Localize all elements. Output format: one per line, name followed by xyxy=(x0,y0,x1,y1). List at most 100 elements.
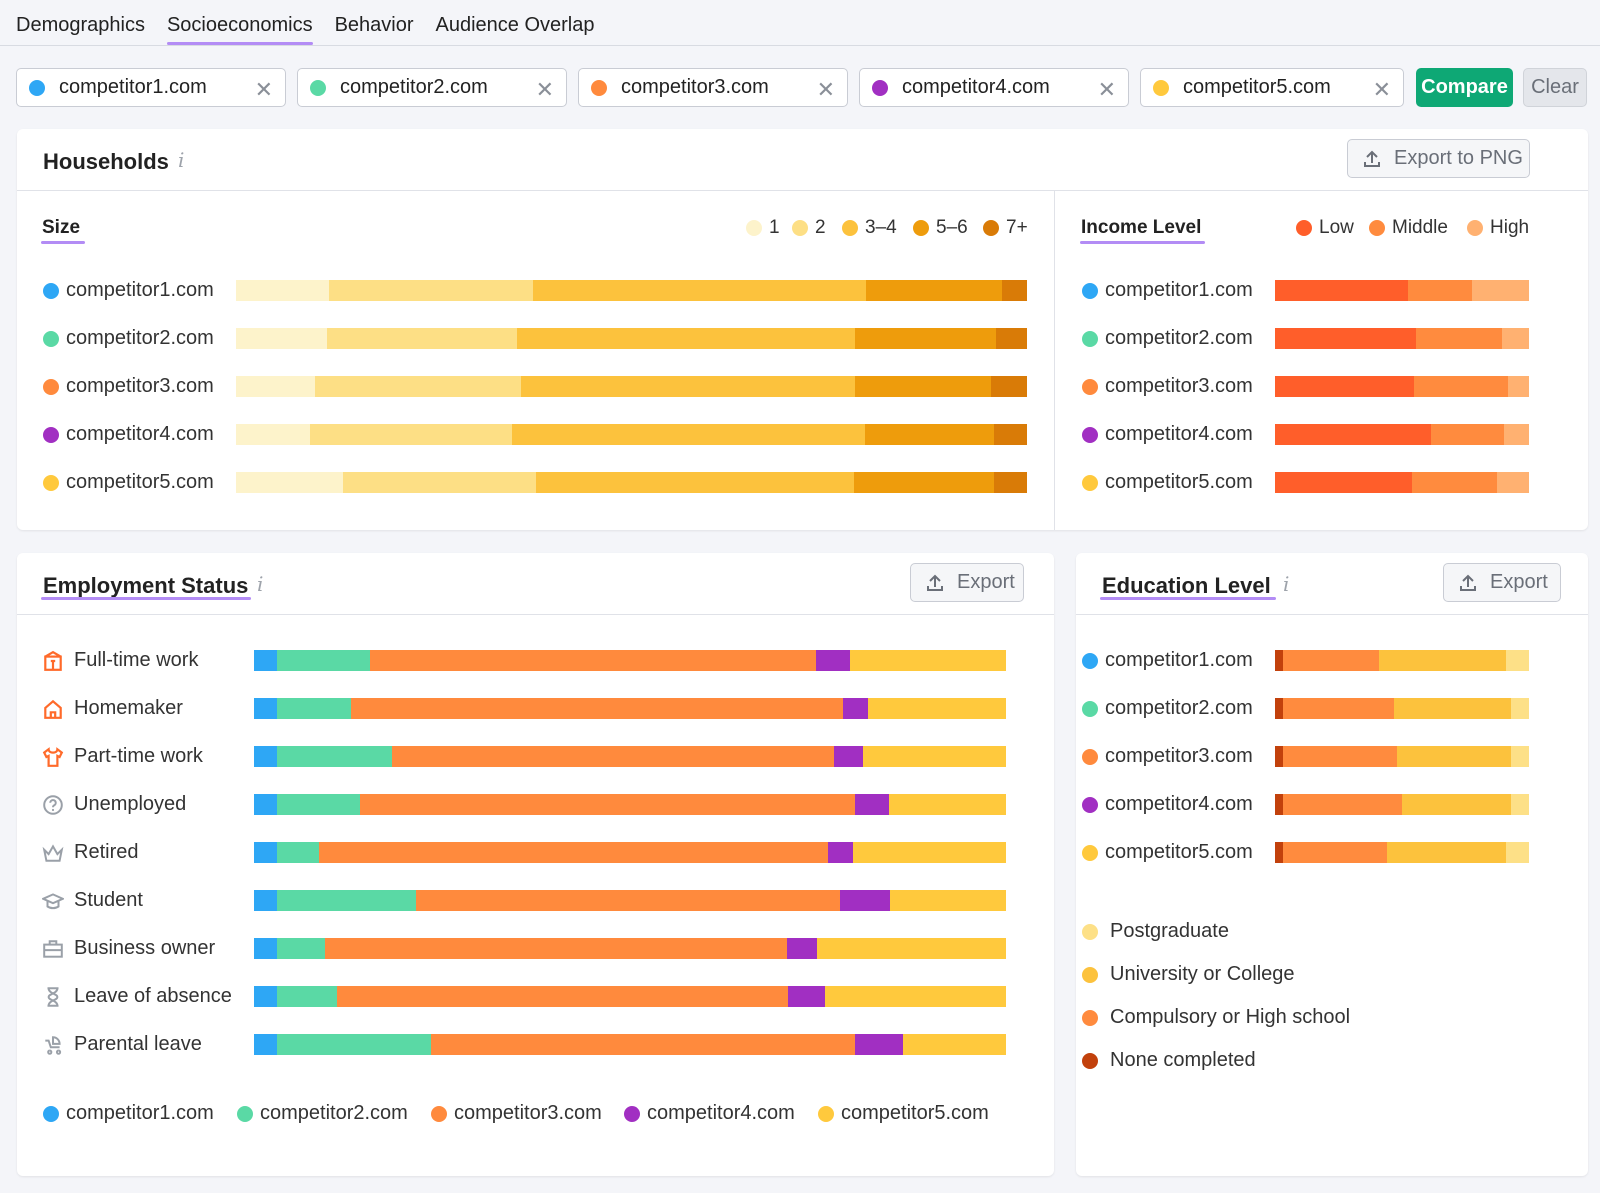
tab-behavior[interactable]: Behavior xyxy=(334,14,414,36)
legend-label: Middle xyxy=(1392,217,1448,238)
site-label: competitor4.com xyxy=(1082,793,1253,816)
bar-segment xyxy=(1511,794,1529,815)
bar-segment xyxy=(1275,280,1408,301)
legend-item: competitor5.com xyxy=(818,1102,989,1125)
competitor-input-row: competitor1.com ✕ competitor2.com ✕ competit… xyxy=(16,68,1415,107)
legend-item: University or College xyxy=(1082,963,1295,986)
compare-button[interactable]: Compare xyxy=(1416,68,1513,107)
close-icon[interactable]: ✕ xyxy=(1097,77,1116,102)
size-title: Size xyxy=(42,217,81,238)
competitor-domain: competitor2.com xyxy=(340,76,488,98)
employment-label: Parental leave xyxy=(42,1033,202,1056)
bar-segment xyxy=(236,376,316,397)
legend-dot xyxy=(1082,966,1098,983)
site-label: competitor4.com xyxy=(43,423,214,446)
site-color-dot xyxy=(43,330,59,347)
employment-label-text: Parental leave xyxy=(74,1033,202,1055)
employment-label-text: Retired xyxy=(74,841,139,863)
clear-button[interactable]: Clear xyxy=(1523,68,1587,107)
household-size-bar xyxy=(236,376,1027,397)
site-color-dot xyxy=(43,426,59,443)
bar-segment xyxy=(863,746,1006,767)
legend-dot xyxy=(1296,220,1312,236)
export-label: Export xyxy=(957,571,1015,593)
site-name: competitor3.com xyxy=(1105,375,1253,397)
info-icon[interactable]: i xyxy=(1283,572,1290,596)
house-icon xyxy=(44,699,62,719)
bar-segment xyxy=(787,938,818,959)
bar-segment xyxy=(1502,328,1529,349)
site-color-dot xyxy=(1082,330,1098,347)
crown-icon xyxy=(42,843,64,862)
bar-segment xyxy=(254,890,277,911)
legend-dot xyxy=(1082,1052,1098,1069)
bar-segment xyxy=(1275,650,1283,671)
tab-audience-overlap[interactable]: Audience Overlap xyxy=(435,14,595,36)
info-icon[interactable]: i xyxy=(257,572,264,596)
bar-segment xyxy=(342,472,536,493)
bar-segment xyxy=(996,328,1027,349)
legend-item: Postgraduate xyxy=(1082,920,1229,943)
bar-segment xyxy=(309,424,513,445)
close-icon[interactable]: ✕ xyxy=(816,77,835,102)
income-level-bar xyxy=(1275,280,1529,301)
employment-label-text: Leave of absence xyxy=(74,985,232,1007)
bar-segment xyxy=(276,1034,431,1055)
legend-dot xyxy=(431,1105,447,1122)
legend-label: Compulsory or High school xyxy=(1110,1006,1351,1028)
site-name: competitor4.com xyxy=(66,423,214,445)
bar-segment xyxy=(1002,280,1027,301)
bar-segment xyxy=(236,328,327,349)
bar-segment xyxy=(254,794,277,815)
households-header: Households i Export to PNG xyxy=(17,129,1588,191)
employment-bar xyxy=(254,890,1006,911)
bar-segment xyxy=(833,746,864,767)
employment-label-text: Homemaker xyxy=(74,697,183,719)
building-icon xyxy=(44,650,62,671)
legend-label: 2 xyxy=(815,217,826,238)
info-icon[interactable]: i xyxy=(178,148,185,172)
employment-status-card: Employment Status i Export Full-time wor… xyxy=(17,553,1054,1176)
competitor-input-3[interactable]: competitor3.com ✕ xyxy=(578,68,848,107)
legend-item: competitor1.com xyxy=(43,1102,214,1125)
bar-segment xyxy=(1407,280,1472,301)
export-png-button[interactable]: Export to PNG xyxy=(1347,139,1530,178)
bar-segment xyxy=(888,794,1006,815)
bar-segment xyxy=(788,986,825,1007)
site-label: competitor4.com xyxy=(1082,423,1253,446)
competitor-input-4[interactable]: competitor4.com ✕ xyxy=(859,68,1129,107)
bar-segment xyxy=(254,842,277,863)
education-bar xyxy=(1275,698,1529,719)
employment-label: Part-time work xyxy=(42,745,203,768)
education-level-card: Education Level i Export competitor1.com… xyxy=(1076,553,1588,1176)
bar-segment xyxy=(533,280,866,301)
employment-label: Business owner xyxy=(42,937,215,960)
legend-item: High xyxy=(1467,217,1529,239)
education-bar xyxy=(1275,794,1529,815)
bar-segment xyxy=(351,698,843,719)
employment-label-text: Full-time work xyxy=(74,649,199,671)
bar-segment xyxy=(1282,698,1395,719)
education-export-button[interactable]: Export xyxy=(1443,563,1561,602)
site-name: competitor3.com xyxy=(1105,745,1253,767)
employment-export-button[interactable]: Export xyxy=(910,563,1024,602)
bar-segment xyxy=(254,938,277,959)
site-color-dot xyxy=(1082,474,1098,491)
tab-socioeconomics[interactable]: Socioeconomics xyxy=(166,0,313,46)
bar-segment xyxy=(842,698,869,719)
close-icon[interactable]: ✕ xyxy=(254,77,273,102)
bar-segment xyxy=(415,890,840,911)
close-icon[interactable]: ✕ xyxy=(1372,77,1391,102)
legend-label: competitor5.com xyxy=(841,1102,989,1124)
close-icon[interactable]: ✕ xyxy=(535,77,554,102)
site-name: competitor5.com xyxy=(66,471,214,493)
bar-segment xyxy=(1506,842,1529,863)
competitor-input-2[interactable]: competitor2.com ✕ xyxy=(297,68,567,107)
competitor-input-5[interactable]: competitor5.com ✕ xyxy=(1140,68,1404,107)
site-name: competitor4.com xyxy=(1105,793,1253,815)
employment-label: Retired xyxy=(42,841,138,864)
bar-segment xyxy=(1379,650,1507,671)
bar-segment xyxy=(1496,472,1529,493)
tab-demographics[interactable]: Demographics xyxy=(16,14,145,36)
competitor-input-1[interactable]: competitor1.com ✕ xyxy=(16,68,286,107)
